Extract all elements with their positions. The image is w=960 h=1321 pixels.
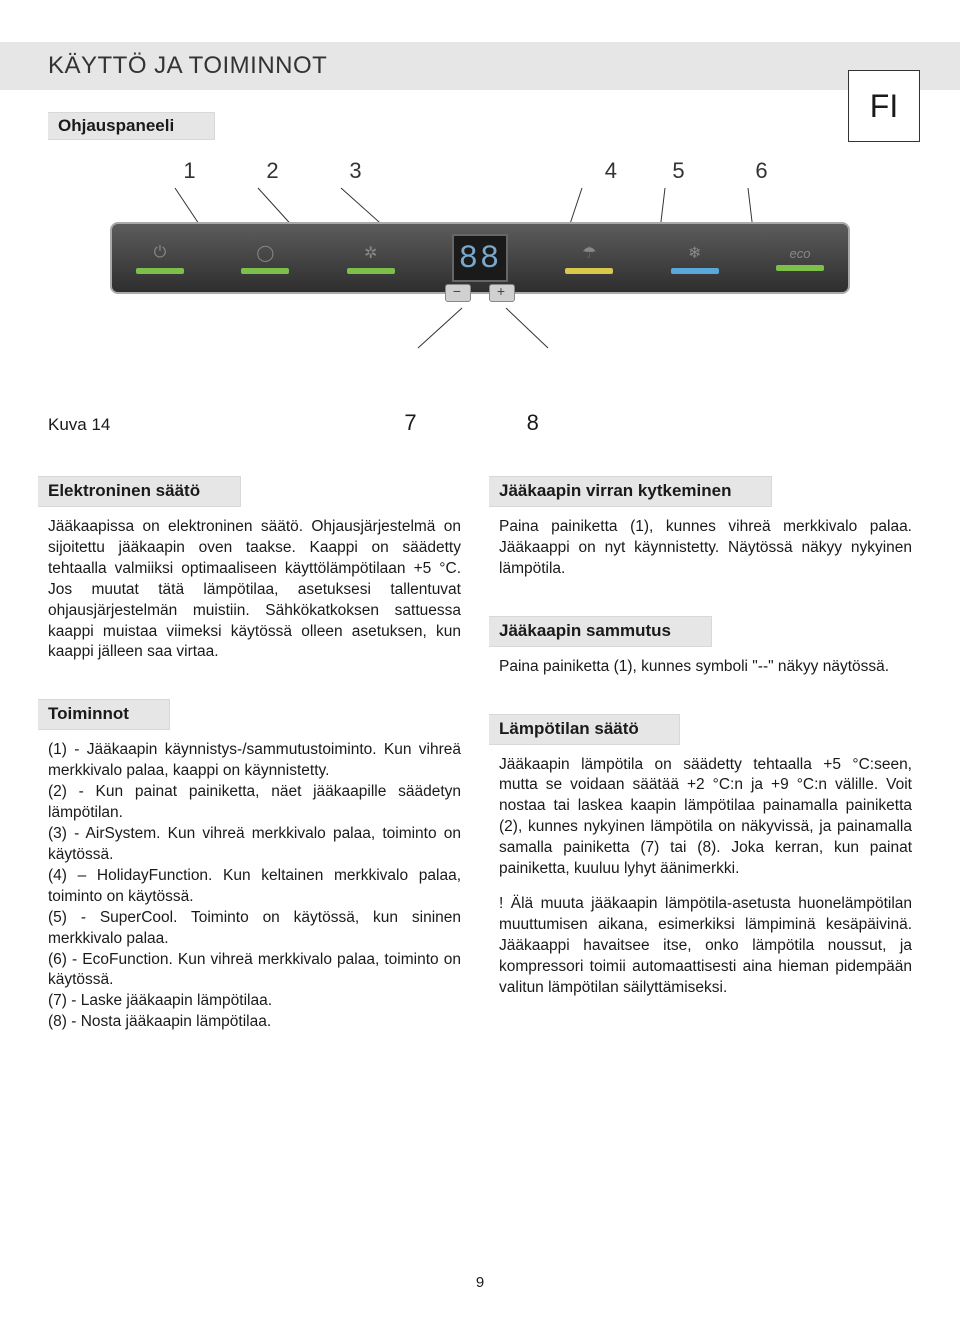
text-virran: Paina painiketta (1), kunnes vihreä merk… (499, 517, 912, 580)
panel-button-2[interactable]: ◯ (241, 242, 289, 274)
plus-button[interactable]: + (489, 284, 515, 302)
panel-button-1[interactable]: ⏻ (136, 242, 184, 274)
callout-6: 6 (720, 158, 803, 184)
callout-3: 3 (314, 158, 397, 184)
page-title: KÄYTTÖ JA TOIMINNOT (48, 52, 327, 80)
text-elektroninen: Jääkaapissa on elektroninen säätö. Ohjau… (48, 517, 461, 663)
figure-label: Kuva 14 (48, 415, 110, 435)
heading-elektroninen: Elektroninen säätö (38, 476, 241, 507)
indicator-3 (347, 268, 395, 274)
indicator-2 (241, 268, 289, 274)
left-column: Elektroninen säätö Jääkaapissa on elektr… (48, 454, 461, 1047)
indicator-4 (565, 268, 613, 274)
text-lampotilan-1: Jääkaapin lämpötila on säädetty tehtaall… (499, 755, 912, 881)
text-lampotilan-2: ! Älä muuta jääkaapin lämpötila-asetusta… (499, 894, 912, 999)
fan-icon: ✲ (360, 242, 382, 264)
text-sammutus: Paina painiketta (1), kunnes symboli "--… (499, 657, 912, 678)
control-panel-diagram: 1 2 3 4 5 6 ⏻ ◯ ✲ 88 − (48, 158, 912, 378)
callout-numbers-bottom: 7 8 (404, 410, 539, 436)
heading-toiminnot: Toiminnot (38, 699, 170, 730)
language-code: FI (870, 88, 898, 125)
callout-numbers-top: 1 2 3 4 5 6 (48, 158, 912, 184)
indicator-5 (671, 268, 719, 274)
control-panel: ⏻ ◯ ✲ 88 − + ☂ ❄ (110, 222, 850, 294)
callout-7: 7 (404, 410, 416, 436)
heading-lampotilan: Lämpötilan säätö (489, 714, 680, 745)
indicator-1 (136, 268, 184, 274)
panel-button-5[interactable]: ❄ (671, 242, 719, 274)
power-icon: ⏻ (149, 242, 171, 264)
page-number: 9 (476, 1274, 484, 1291)
minus-button[interactable]: − (445, 284, 471, 302)
section-ohjauspaneeli: Ohjauspaneeli (48, 112, 215, 140)
callout-4: 4 (397, 158, 637, 184)
holiday-icon: ☂ (578, 242, 600, 264)
callout-8: 8 (527, 410, 539, 436)
right-column: Jääkaapin virran kytkeminen Paina painik… (499, 454, 912, 1047)
temp-icon: ◯ (254, 242, 276, 264)
heading-virran: Jääkaapin virran kytkeminen (489, 476, 772, 507)
callout-5: 5 (637, 158, 720, 184)
temperature-display: 88 − + (452, 234, 508, 282)
eco-icon: eco (789, 246, 810, 261)
panel-button-3[interactable]: ✲ (347, 242, 395, 274)
callout-2: 2 (231, 158, 314, 184)
panel-button-6[interactable]: eco (776, 246, 824, 271)
indicator-6 (776, 265, 824, 271)
language-indicator: FI (848, 70, 920, 142)
figure-caption-row: Kuva 14 7 8 (48, 410, 912, 436)
display-value: 88 (459, 240, 501, 277)
header-bar: KÄYTTÖ JA TOIMINNOT (0, 42, 960, 90)
text-toiminnot: (1) - Jääkaapin käynnistys-/sammutustoim… (48, 740, 461, 1033)
callout-1: 1 (148, 158, 231, 184)
heading-sammutus: Jääkaapin sammutus (489, 616, 712, 647)
panel-button-4[interactable]: ☂ (565, 242, 613, 274)
supercool-icon: ❄ (684, 242, 706, 264)
